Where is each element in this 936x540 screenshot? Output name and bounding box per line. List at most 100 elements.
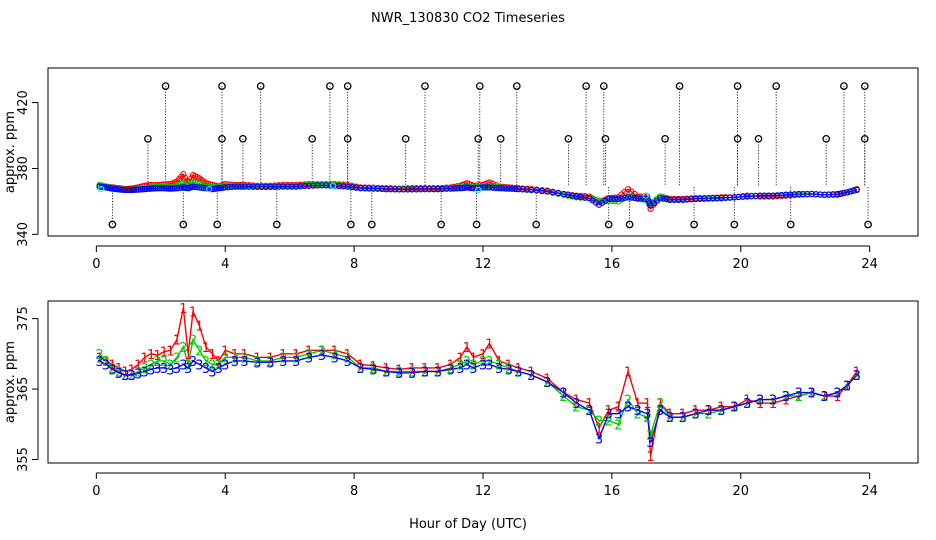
top-point-3 <box>726 194 734 201</box>
bottom-marker-2: 2 <box>305 348 313 363</box>
bottom-marker-2: 2 <box>395 365 403 380</box>
bottom-marker-1: 1 <box>692 404 700 419</box>
bottom-marker-1: 1 <box>141 351 149 366</box>
top-point-3 <box>225 183 232 191</box>
top-point-3 <box>657 194 664 202</box>
top-outlier-marker <box>840 82 848 90</box>
top-point-3 <box>660 195 667 202</box>
top-outlier-marker <box>690 220 698 229</box>
bottom-marker-2: 2 <box>833 387 841 402</box>
top-point-3 <box>249 183 257 190</box>
top-outlier-marker <box>733 82 742 90</box>
bottom-marker-1: 1 <box>108 358 116 373</box>
top-point-3 <box>271 183 278 190</box>
top-point-3 <box>843 189 851 196</box>
bottom-marker-1: 1 <box>240 348 248 363</box>
top-point-3 <box>834 190 841 198</box>
bottom-marker-3: 3 <box>656 404 664 419</box>
bottom-marker-3: 3 <box>115 367 123 382</box>
bottom-marker-2: 2 <box>344 351 352 366</box>
top-point-3 <box>481 184 489 191</box>
bottom-marker-1: 1 <box>279 348 287 363</box>
bottom-marker-3: 3 <box>253 356 261 371</box>
top-point-3 <box>288 183 295 190</box>
bottom-marker-1: 1 <box>646 450 654 465</box>
bottom-marker-1: 1 <box>456 351 464 366</box>
bottom-x-axis: 0 4 8 12 16 20 24 <box>92 472 878 499</box>
top-x-tick-label: 12 <box>475 257 492 272</box>
top-point-2 <box>592 196 599 203</box>
top-point-3 <box>113 185 120 193</box>
top-point-3 <box>577 193 584 201</box>
top-point-3 <box>492 184 500 192</box>
bottom-marker-1: 1 <box>173 334 181 349</box>
bottom-marker-2: 2 <box>173 351 181 366</box>
top-outlier-marker <box>532 220 541 229</box>
top-point-3 <box>599 199 606 206</box>
bottom-marker-3: 3 <box>279 355 287 370</box>
bottom-marker-2: 2 <box>505 362 513 377</box>
bottom-marker-2: 2 <box>495 358 503 373</box>
top-plot-frame <box>47 67 919 237</box>
bottom-marker-3: 3 <box>808 387 816 402</box>
bottom-marker-2: 2 <box>527 369 535 384</box>
bottom-marker-1: 1 <box>666 408 674 423</box>
top-point-3 <box>196 184 203 191</box>
top-outlier-marker <box>472 220 481 229</box>
bottom-marker-3: 3 <box>447 363 455 378</box>
top-y-tick-label: 340 <box>16 222 31 247</box>
top-point-3 <box>787 191 794 198</box>
bottom-marker-1: 1 <box>527 365 535 380</box>
bottom-marker-2: 2 <box>485 355 493 370</box>
top-point-3 <box>150 185 157 192</box>
bottom-marker-3: 3 <box>646 436 654 451</box>
top-outlier-marker <box>437 220 445 229</box>
top-point-3 <box>499 185 506 192</box>
top-point-3 <box>323 182 330 189</box>
top-point-3 <box>292 183 300 190</box>
top-x-tick-label: 4 <box>221 257 229 272</box>
top-point-3 <box>408 186 416 193</box>
bottom-marker-1: 1 <box>369 360 377 375</box>
bottom-marker-2: 2 <box>121 369 129 384</box>
bottom-marker-2: 2 <box>382 365 390 380</box>
bottom-marker-1: 1 <box>463 341 471 356</box>
top-point-3 <box>327 182 334 189</box>
bottom-marker-2: 2 <box>756 394 764 409</box>
top-point-3 <box>344 183 351 190</box>
bottom-x-tick-label: 0 <box>92 484 100 499</box>
bottom-marker-2: 2 <box>292 351 300 366</box>
top-point-3 <box>217 184 225 192</box>
bottom-marker-1: 1 <box>266 351 274 366</box>
top-outlier-marker <box>601 134 610 143</box>
top-outlier-marker <box>308 134 317 143</box>
top-point-3 <box>505 185 512 192</box>
top-point-3 <box>147 185 155 192</box>
top-point-3 <box>735 193 742 201</box>
bottom-marker-1: 1 <box>134 358 142 373</box>
bottom-marker-1: 1 <box>292 348 300 363</box>
top-point-3 <box>117 186 125 193</box>
top-point-3 <box>335 182 343 190</box>
bottom-marker-1: 1 <box>305 344 313 359</box>
bottom-marker-2: 2 <box>634 408 642 423</box>
bottom-marker-1: 1 <box>469 351 477 366</box>
bottom-marker-2: 2 <box>853 369 861 384</box>
bottom-marker-3: 3 <box>95 355 103 370</box>
top-point-3 <box>512 185 519 193</box>
top-point-3 <box>637 195 645 202</box>
top-point-3 <box>608 195 616 203</box>
top-point-3 <box>631 194 638 201</box>
top-point-3 <box>821 191 828 198</box>
top-point-3 <box>756 192 764 199</box>
bottom-marker-3: 3 <box>495 362 503 377</box>
top-point-3 <box>573 193 580 200</box>
bottom-marker-3: 3 <box>141 365 149 380</box>
bottom-x-tick-label: 4 <box>221 484 229 499</box>
top-point-3 <box>175 184 183 192</box>
bottom-y-tick-label: 375 <box>16 306 31 331</box>
bottom-marker-1: 1 <box>679 408 687 423</box>
bottom-marker-2: 2 <box>179 341 187 356</box>
bottom-marker-3: 3 <box>634 404 642 419</box>
